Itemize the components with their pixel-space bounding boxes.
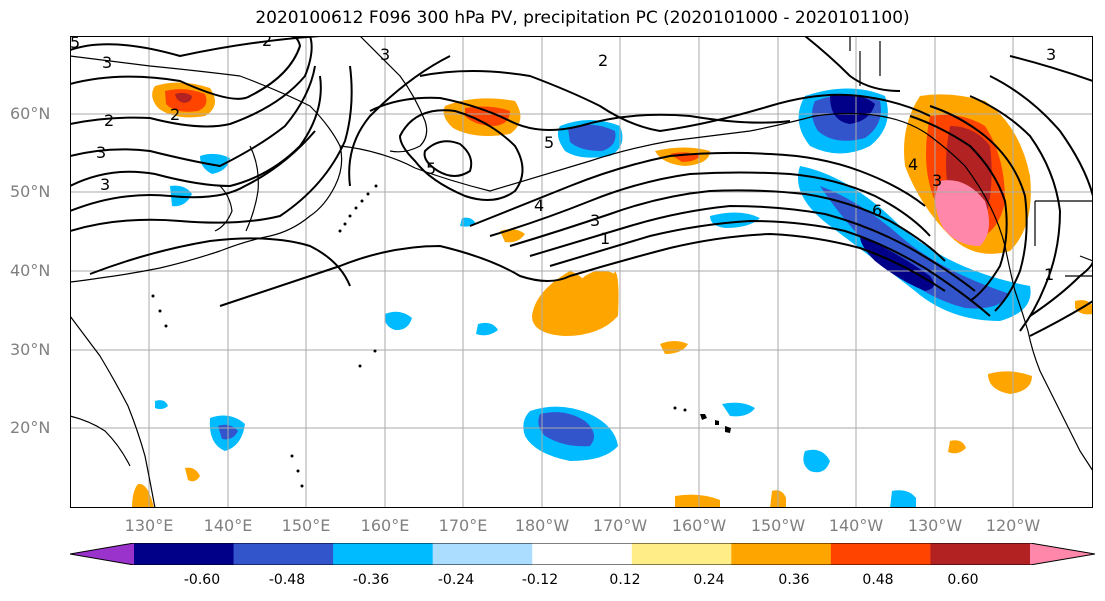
- lon-label: 130°W: [907, 516, 963, 535]
- contour-label: 2: [170, 105, 180, 124]
- colorbar-segment: [333, 543, 434, 565]
- contour-label: 3: [380, 45, 390, 64]
- graticule: [70, 36, 1093, 508]
- lon-label: 150°W: [750, 516, 806, 535]
- colorbar-segment: [930, 543, 1031, 565]
- coastlines: [70, 36, 1093, 508]
- lat-label: 50°N: [10, 182, 51, 201]
- contour-label: 1: [600, 229, 610, 248]
- lon-label: 140°E: [203, 516, 253, 535]
- colorbar-tick-label: 0.48: [862, 572, 894, 588]
- contour-label: 3: [96, 143, 106, 162]
- contour-label: 4: [908, 155, 918, 174]
- lon-label: 160°W: [671, 516, 727, 535]
- colorbar-tick-label: -0.24: [437, 572, 475, 588]
- lon-label: 170°E: [438, 516, 488, 535]
- contour-label: 3: [1046, 45, 1056, 64]
- colorbar-tick-label: 0.24: [693, 572, 725, 588]
- contour-label: 2: [104, 111, 114, 130]
- colorbar-segment: [70, 543, 134, 565]
- contour-label: 3: [100, 175, 110, 194]
- colorbar-segment: [134, 543, 235, 565]
- colorbar: [70, 543, 1095, 565]
- colorbar-segment: [631, 543, 732, 565]
- contour-label: 6: [872, 201, 882, 220]
- lon-label: 160°E: [360, 516, 410, 535]
- contour-label: 5: [70, 36, 80, 52]
- lon-label: 170°W: [592, 516, 648, 535]
- contour-label: 5: [544, 133, 554, 152]
- lon-label: 130°E: [124, 516, 174, 535]
- lat-label: 60°N: [10, 104, 51, 123]
- lat-label: 30°N: [10, 340, 51, 359]
- colorbar-tick-label: 0.36: [778, 572, 810, 588]
- colorbar-tick-label: -0.60: [183, 572, 221, 588]
- colorbar-segment: [233, 543, 334, 565]
- lon-label: 140°W: [828, 516, 884, 535]
- lon-label: 120°W: [985, 516, 1041, 535]
- colorbar-tick-label: 0.12: [609, 572, 641, 588]
- map-panel: 3 2 3 2 5 2 3 3 2 3 5 5 4 3 1 6 4 3 1: [70, 36, 1093, 508]
- contour-label: 5: [426, 159, 436, 178]
- lat-label: 20°N: [10, 418, 51, 437]
- colorbar-segment: [532, 543, 633, 565]
- colorbar-tick-label: 0.60: [947, 572, 979, 588]
- colorbar-segment: [432, 543, 533, 565]
- contour-label: 3: [590, 211, 600, 230]
- contour-label: 2: [262, 36, 272, 50]
- contour-label: 3: [102, 53, 112, 72]
- pv-contours: [70, 36, 1093, 337]
- colorbar-tick-label: -0.48: [268, 572, 306, 588]
- contour-label: 2: [598, 51, 608, 70]
- colorbar-segment: [830, 543, 931, 565]
- contour-labels: 3 2 3 2 5 2 3 3 2 3 5 5 4 3 1 6 4 3 1: [70, 36, 1056, 284]
- contour-label: 4: [534, 196, 544, 215]
- lat-label: 40°N: [10, 261, 51, 280]
- colorbar-segment: [1030, 543, 1095, 565]
- map-title: 2020100612 F096 300 hPa PV, precipitatio…: [255, 8, 910, 28]
- colorbar-segment: [731, 543, 832, 565]
- lon-label: 180°W: [514, 516, 570, 535]
- colorbar-tick-label: -0.36: [352, 572, 390, 588]
- colorbar-tick-label: -0.12: [521, 572, 559, 588]
- contour-label: 3: [932, 171, 942, 190]
- lon-label: 150°E: [281, 516, 331, 535]
- contour-label: 1: [1044, 265, 1054, 284]
- islands: [151, 184, 731, 488]
